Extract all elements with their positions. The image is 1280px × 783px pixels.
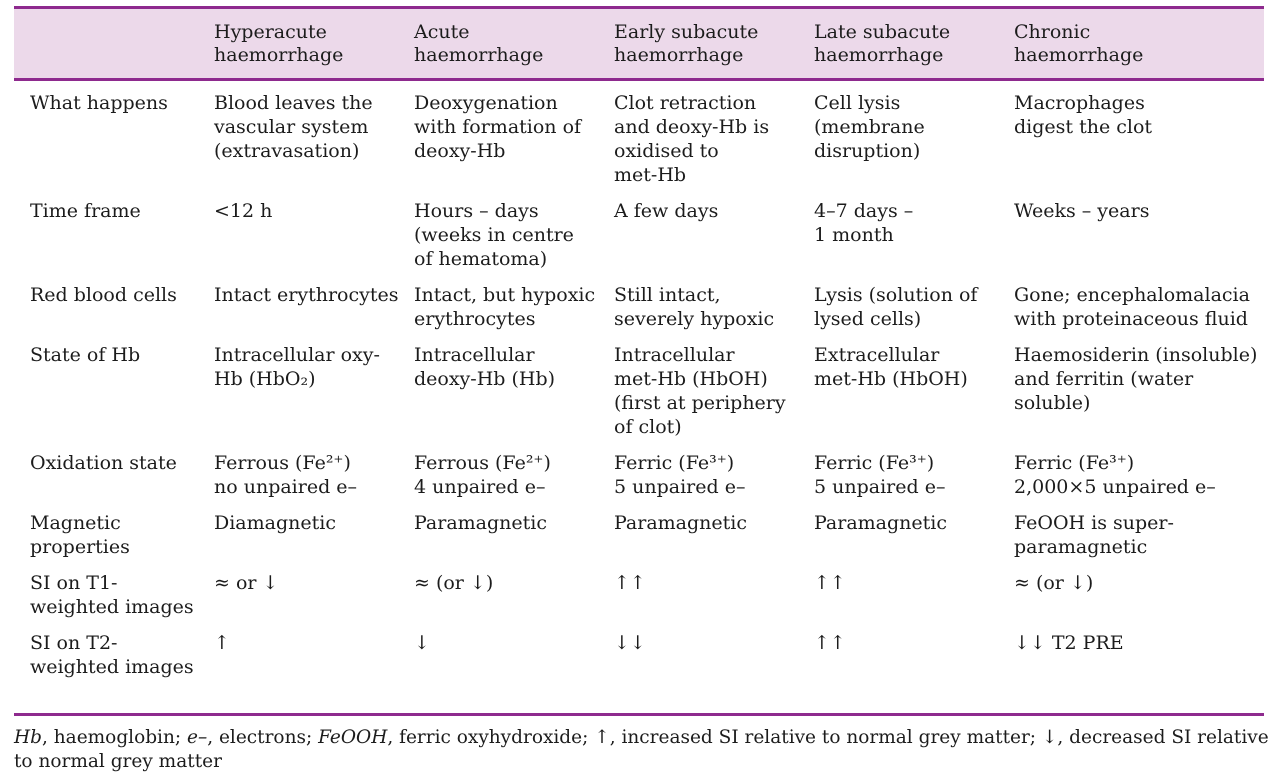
table-cell: Intact, but hypoxic erythrocytes	[414, 284, 596, 330]
table-cell: Intracellular met-Hb (HbOH) (first at pe…	[614, 344, 786, 438]
table-cell: ↑	[214, 632, 230, 654]
table-cell: Weeks – years	[1014, 200, 1150, 222]
table-cell: ≈ (or ↓)	[1014, 572, 1094, 594]
table-cell: Cell lysis (membrane disruption)	[814, 92, 925, 162]
table-row: Oxidation state Ferrous (Fe²⁺) no unpair…	[14, 451, 1264, 511]
footnote-text: , electrons;	[207, 727, 319, 748]
row-label: Oxidation state	[30, 452, 177, 474]
table-cell: Intracellular oxy- Hb (HbO₂)	[214, 344, 380, 390]
table-cell: Ferric (Fe³⁺) 2,000×5 unpaired e–	[1014, 452, 1216, 498]
table-cell: Lysis (solution of lysed cells)	[814, 284, 978, 330]
table-row: SI on T2- weighted images ↑ ↓ ↓↓ ↑↑ ↓↓ T…	[14, 631, 1264, 691]
table-cell: Deoxygenation with formation of deoxy-Hb	[414, 92, 582, 162]
table-cell: Paramagnetic	[414, 512, 548, 534]
header-cell-acute: Acute haemorrhage	[414, 20, 544, 66]
row-label: SI on T1- weighted images	[30, 572, 194, 618]
row-label: Magnetic properties	[30, 512, 130, 558]
table-cell: Intracellular deoxy-Hb (Hb)	[414, 344, 556, 390]
table-cell: Hours – days (weeks in centre of hematom…	[414, 200, 574, 270]
table-cell: ↓↓ T2 PRE	[1014, 632, 1124, 654]
table-cell: Clot retraction and deoxy-Hb is oxidised…	[614, 92, 770, 186]
table-header: Hyperacute haemorrhage Acute haemorrhage…	[14, 9, 1264, 78]
table-row: SI on T1- weighted images ≈ or ↓ ≈ (or ↓…	[14, 571, 1264, 631]
footnote-text: , haemoglobin;	[41, 727, 188, 748]
row-label: State of Hb	[30, 344, 141, 366]
footnote-text: , ferric oxyhydroxide; ↑, increased SI r…	[14, 727, 1269, 772]
table-cell: ≈ or ↓	[214, 572, 279, 594]
footnote-abbrev: e–	[187, 727, 208, 748]
table-cell: Ferric (Fe³⁺) 5 unpaired e–	[814, 452, 946, 498]
table-cell: Still intact, severely hypoxic	[614, 284, 775, 330]
table-cell: ↓	[414, 632, 430, 654]
table-cell: Intact erythrocytes	[214, 284, 399, 306]
table-cell: ↑↑	[814, 572, 846, 594]
table-row: State of Hb Intracellular oxy- Hb (HbO₂)…	[14, 343, 1264, 451]
table-cell: ↓↓	[614, 632, 646, 654]
table-cell: Diamagnetic	[214, 512, 336, 534]
header-rule	[14, 78, 1264, 81]
table-row: Magnetic properties Diamagnetic Paramagn…	[14, 511, 1264, 571]
table-cell: Paramagnetic	[814, 512, 948, 534]
table-cell: Paramagnetic	[614, 512, 748, 534]
table-cell: Macrophages digest the clot	[1014, 92, 1153, 138]
table-row: Time frame <12 h Hours – days (weeks in …	[14, 199, 1264, 283]
haemorrhage-table: Hyperacute haemorrhage Acute haemorrhage…	[14, 6, 1264, 691]
table-cell: Ferric (Fe³⁺) 5 unpaired e–	[614, 452, 746, 498]
table-cell: <12 h	[214, 200, 273, 222]
table-cell: Blood leaves the vascular system (extrav…	[214, 92, 373, 162]
table-cell: ≈ (or ↓)	[414, 572, 494, 594]
table-body: What happens Blood leaves the vascular s…	[14, 81, 1264, 691]
table-cell: ↑↑	[814, 632, 846, 654]
footnote-abbrev: FeOOH	[318, 727, 388, 748]
table-cell: 4–7 days – 1 month	[814, 200, 914, 246]
header-cell-hyperacute: Hyperacute haemorrhage	[214, 20, 344, 66]
row-label: Time frame	[30, 200, 141, 222]
table-cell: A few days	[614, 200, 719, 222]
table-cell: FeOOH is super- paramagnetic	[1014, 512, 1174, 558]
table-row: What happens Blood leaves the vascular s…	[14, 91, 1264, 199]
header-cell-late-subacute: Late subacute haemorrhage	[814, 20, 951, 66]
table-cell: ↑↑	[614, 572, 646, 594]
row-label: What happens	[30, 92, 168, 114]
footnote-abbrev: Hb	[14, 727, 42, 748]
top-rule	[14, 6, 1264, 9]
table-cell: Extracellular met-Hb (HbOH)	[814, 344, 968, 390]
row-label: SI on T2- weighted images	[30, 632, 194, 678]
table-cell: Ferrous (Fe²⁺) 4 unpaired e–	[414, 452, 551, 498]
table-cell: Haemosiderin (insoluble) and ferritin (w…	[1014, 344, 1258, 414]
header-cell-early-subacute: Early subacute haemorrhage	[614, 20, 759, 66]
row-label: Red blood cells	[30, 284, 177, 306]
header-cell-chronic: Chronic haemorrhage	[1014, 20, 1144, 66]
table-row: Red blood cells Intact erythrocytes Inta…	[14, 283, 1264, 343]
table-footnote: Hb, haemoglobin; e–, electrons; FeOOH, f…	[14, 726, 1270, 774]
table-cell: Gone; encephalomalacia with proteinaceou…	[1014, 284, 1250, 330]
table-cell: Ferrous (Fe²⁺) no unpaired e–	[214, 452, 358, 498]
bottom-rule	[14, 713, 1264, 716]
